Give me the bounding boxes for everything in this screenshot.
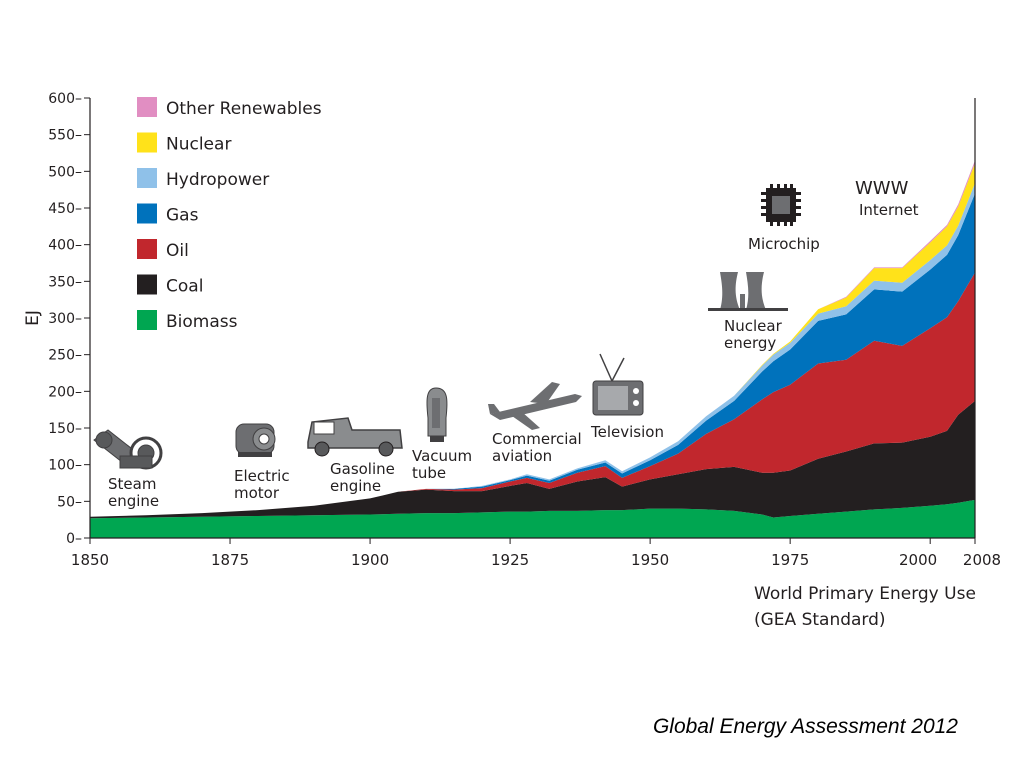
x-tick-label: 2000 <box>899 551 937 569</box>
x-tick-label: 1850 <box>71 551 109 569</box>
y-tick-label: 50– <box>57 494 82 510</box>
legend-label-biomass: Biomass <box>166 312 238 332</box>
area-series-group <box>90 160 975 538</box>
annotation-microchip: Microchip <box>748 235 820 253</box>
cooling-tower-icon <box>708 272 788 311</box>
axes: 0– 50– 100– 150– 200– 250– 300– 350– 400– 450– 500… <box>48 91 1001 569</box>
y-tick-label: 500– <box>48 164 82 180</box>
y-tick-label: 550– <box>48 128 82 144</box>
y-tick-label: 300– <box>48 311 82 327</box>
legend-swatch-hydropower <box>137 168 157 188</box>
legend-swatch-biomass <box>137 310 157 330</box>
legend-swatch-coal <box>137 274 157 295</box>
legend-label-hydropower: Hydropower <box>166 170 269 190</box>
annotation-nuclear-energy-l1: Nuclear energy <box>724 317 783 352</box>
annotation-commercial-aviation-l1: Commercial aviation <box>492 430 582 465</box>
x-tick-label: 2008 <box>963 551 1001 569</box>
energy-chart: 0– 50– 100– 150– 200– 250– 300– 350– 400– 450– 500… <box>23 91 1001 630</box>
x-axis-label: World Primary Energy Use (GEA Standard) <box>754 584 976 630</box>
y-tick-label: 600– <box>48 91 82 107</box>
area-coal <box>90 400 975 519</box>
y-tick-label: 250– <box>48 348 82 364</box>
x-tick-label: 1875 <box>211 551 249 569</box>
legend-swatch-nuclear <box>137 132 157 153</box>
y-tick-label: 450– <box>48 201 82 217</box>
legend-label-gas: Gas <box>166 206 199 226</box>
x-tick-label: 1950 <box>631 551 669 569</box>
microchip-icon <box>761 184 801 226</box>
vacuum-tube-icon <box>426 387 448 442</box>
y-axis-label: EJ <box>23 310 43 326</box>
annotation-gasoline-engine-l1: Gasoline engine <box>330 460 395 495</box>
legend-label-coal: Coal <box>166 277 203 297</box>
annotation-www: WWW <box>855 178 909 199</box>
source-caption: Global Energy Assessment 2012 <box>652 715 958 738</box>
area-oil <box>90 272 975 517</box>
y-tick-label: 100– <box>48 458 82 474</box>
legend-swatch-oil <box>137 239 157 259</box>
legend-label-oil: Oil <box>166 241 189 261</box>
y-tick-label: 350– <box>48 274 82 290</box>
legend-label-other-renewables: Other Renewables <box>166 99 322 119</box>
legend-swatch-other-renewables <box>137 97 157 117</box>
y-tick-label: 0– <box>66 531 82 547</box>
area-gas <box>90 193 975 517</box>
x-tick-label: 1900 <box>351 551 389 569</box>
steam-engine-icon <box>93 429 163 470</box>
legend-label-nuclear: Nuclear <box>166 135 231 155</box>
annotation-internet: Internet <box>859 201 919 219</box>
y-tick-label: 150– <box>48 421 82 437</box>
annotation-vacuum-tube-l1: Vacuum tube <box>412 447 472 482</box>
annotation-television: Television <box>590 423 664 441</box>
legend-swatch-gas <box>137 203 157 224</box>
car-icon <box>307 417 403 457</box>
annotation-electric-motor-l1: Electric motor <box>234 467 290 502</box>
legend: Other Renewables Nuclear Hydropower Gas Oil C… <box>137 97 322 332</box>
electric-motor-icon <box>235 423 276 457</box>
x-tick-label: 1975 <box>771 551 809 569</box>
area-biomass <box>90 499 975 538</box>
x-tick-label: 1925 <box>491 551 529 569</box>
annotation-steam-engine-l1: Steam engine <box>108 475 159 510</box>
television-icon <box>592 353 644 416</box>
y-tick-label: 400– <box>48 238 82 254</box>
airplane-icon <box>488 382 582 430</box>
y-tick-label: 200– <box>48 384 82 400</box>
